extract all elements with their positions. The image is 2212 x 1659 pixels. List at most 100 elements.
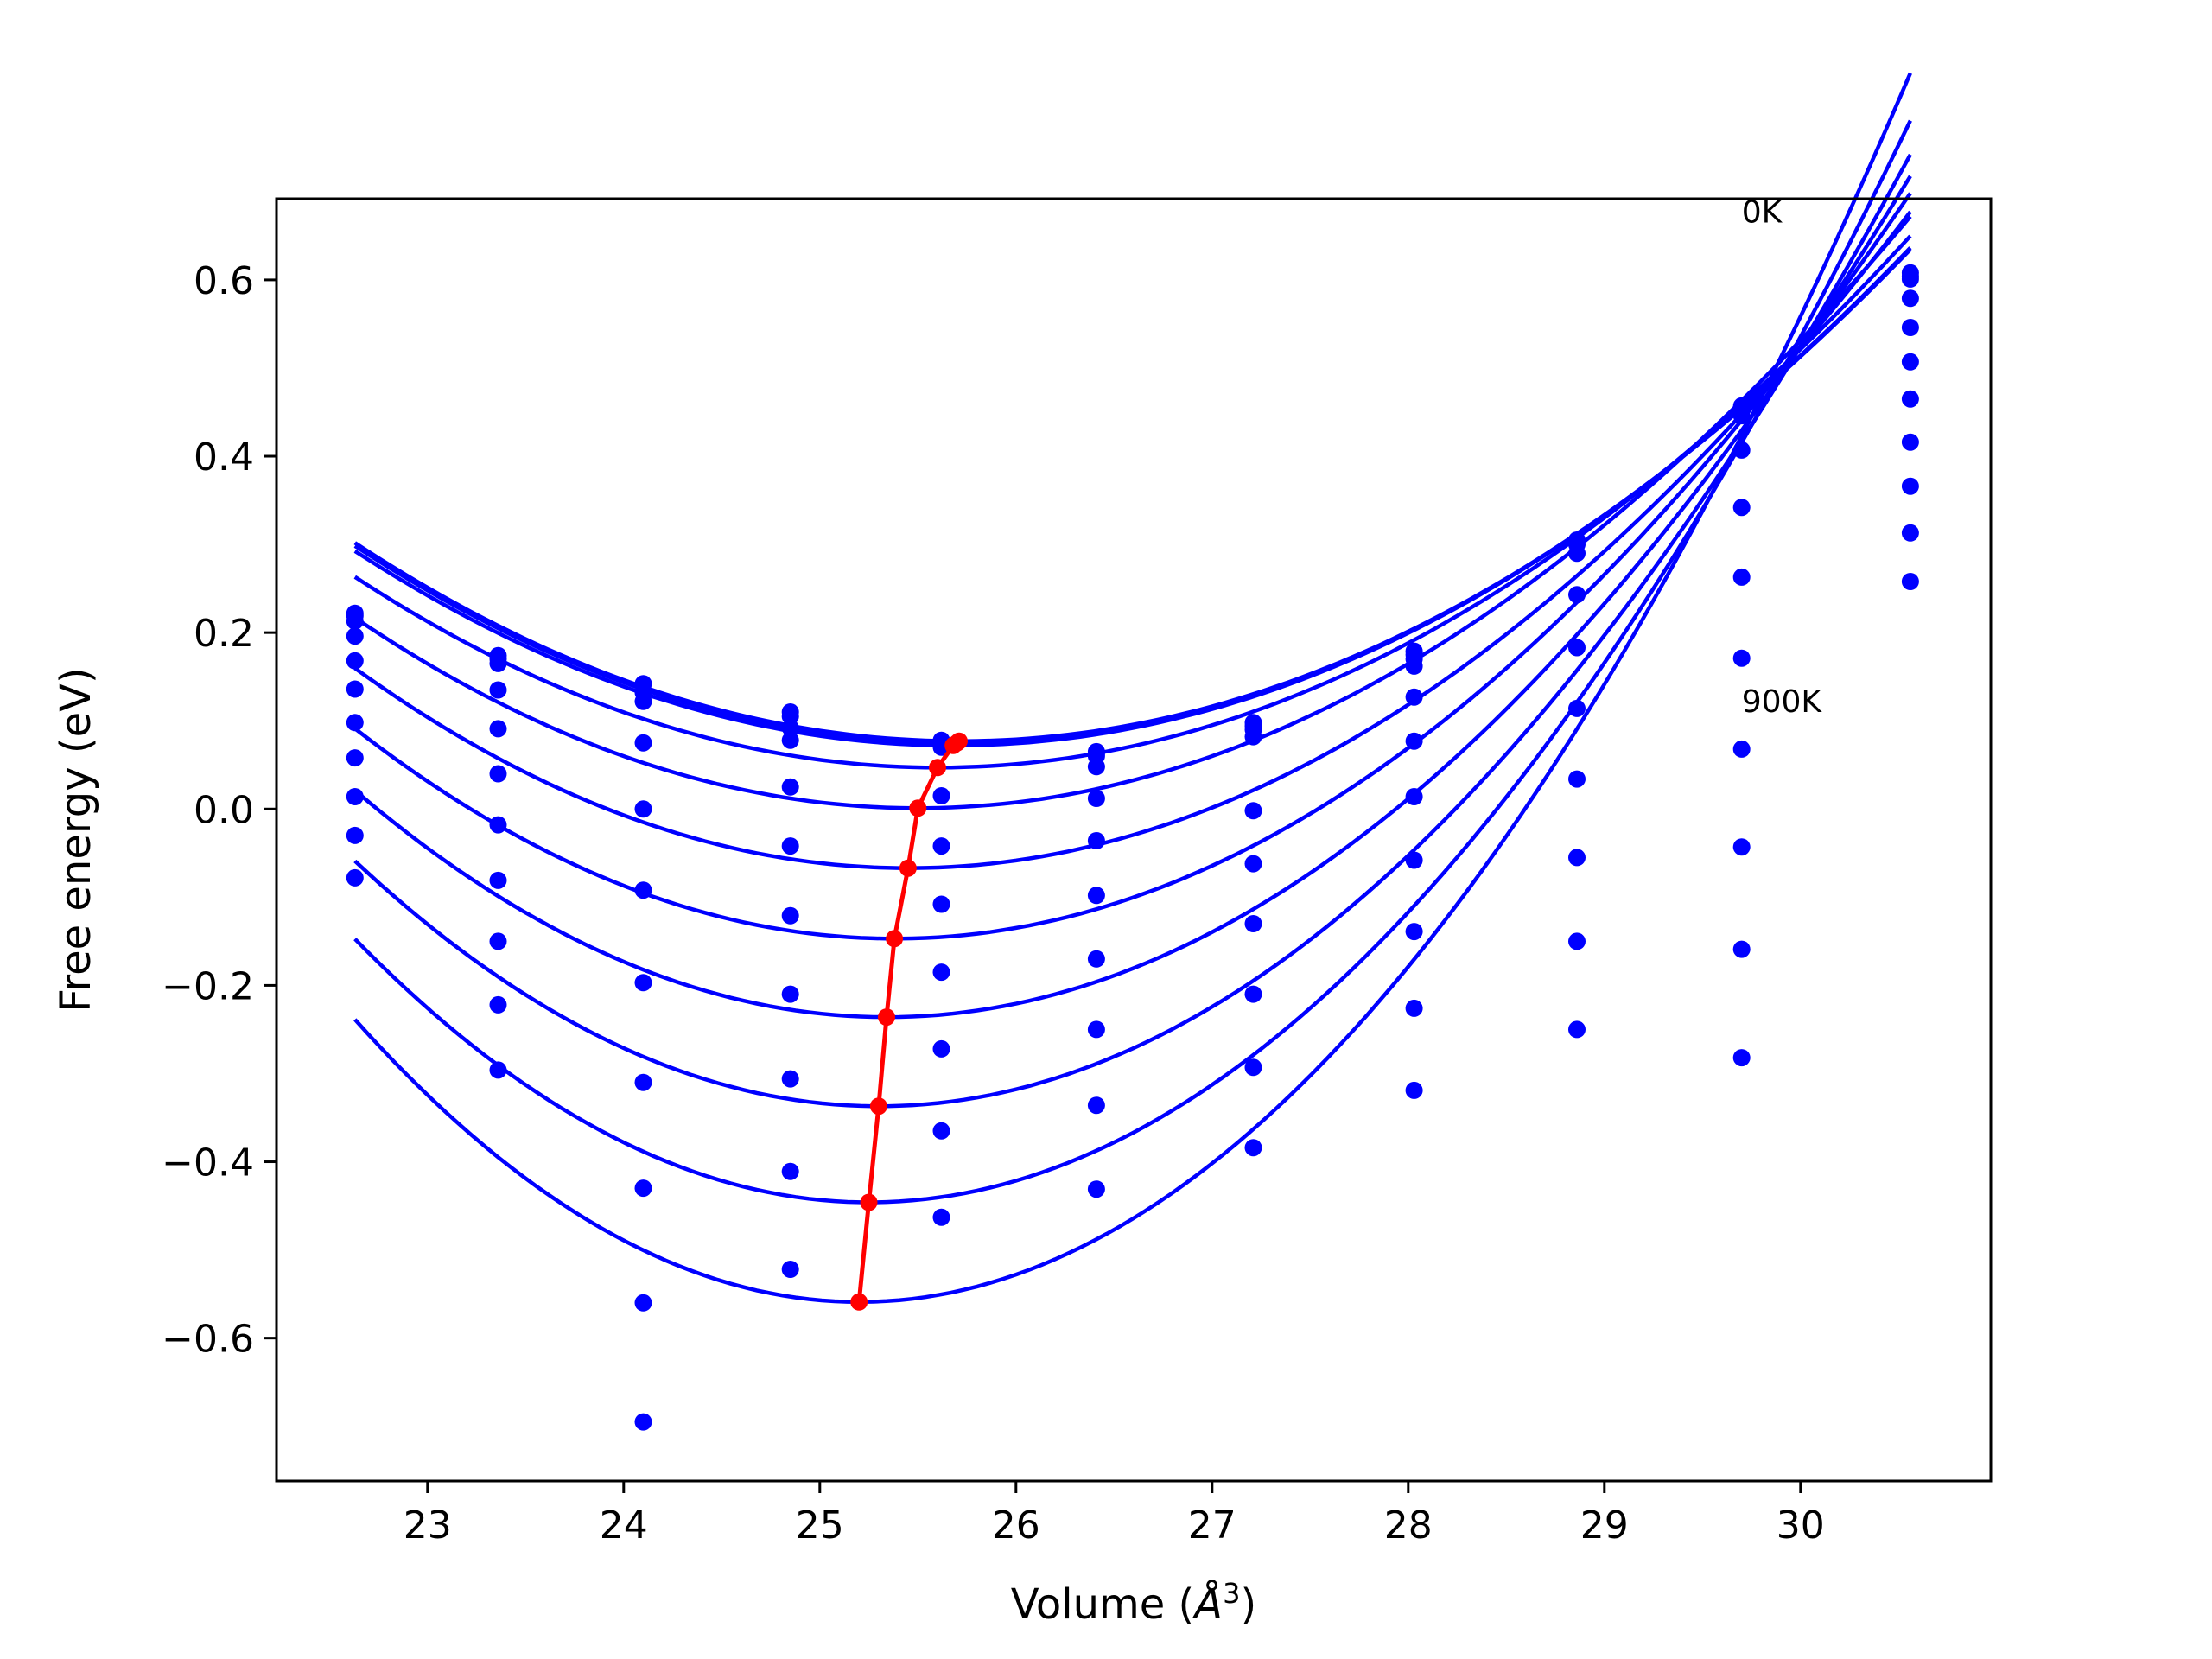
minimum-point (860, 1193, 878, 1211)
data-point (1732, 740, 1751, 758)
data-point (1901, 524, 1919, 542)
y-tick-label: 0.4 (194, 435, 254, 480)
data-point (781, 778, 799, 796)
data-point (1732, 1049, 1751, 1067)
data-point (346, 788, 364, 805)
data-point (1405, 923, 1423, 941)
data-point (1087, 790, 1105, 807)
data-point (346, 868, 364, 887)
fit-curve-9 (353, 119, 1912, 1205)
data-point (1405, 1081, 1423, 1099)
fit-curve-10 (353, 72, 1912, 1305)
data-point (1405, 732, 1423, 750)
data-point (781, 1261, 799, 1278)
data-point (634, 1179, 652, 1198)
data-point (634, 734, 652, 752)
data-point (634, 692, 652, 710)
data-point (489, 932, 507, 950)
data-point (1568, 586, 1586, 604)
data-point (781, 1162, 799, 1180)
fit-curve-8 (353, 153, 1912, 1109)
data-point (1244, 855, 1262, 873)
data-point (1901, 477, 1919, 495)
data-point (1568, 544, 1586, 563)
data-point (1732, 499, 1751, 517)
data-point (1901, 289, 1919, 308)
data-point (1901, 573, 1919, 590)
x-tick-label: 30 (1777, 1503, 1825, 1548)
plot-frame (275, 197, 1993, 1483)
data-point (781, 1070, 799, 1088)
data-point (346, 627, 364, 645)
x-tick-label: 28 (1384, 1503, 1433, 1548)
data-point (1244, 1139, 1262, 1157)
fit-curves (353, 72, 1912, 1305)
x-tick-label: 24 (600, 1503, 648, 1548)
data-point (932, 963, 950, 982)
annotations: 0K 900K (1742, 195, 1823, 720)
data-point (1732, 940, 1751, 958)
y-tick-label: −0.6 (162, 1318, 254, 1362)
data-point (489, 720, 507, 738)
x-tick-label: 27 (1188, 1503, 1236, 1548)
y-tick-label: −0.2 (162, 964, 254, 1008)
minimum-point (909, 799, 927, 817)
data-point (1244, 915, 1262, 932)
data-point (1087, 1020, 1105, 1039)
data-point (634, 1413, 652, 1431)
data-point (489, 1061, 507, 1079)
data-point (1405, 688, 1423, 706)
fit-curve-4 (353, 215, 1912, 810)
y-tick-label: 0.6 (194, 259, 254, 303)
minimum-point (929, 759, 946, 777)
data-point (1087, 758, 1105, 776)
data-point (1244, 1058, 1262, 1077)
data-point (1901, 353, 1919, 371)
data-point (932, 837, 950, 855)
fit-curve-3 (353, 234, 1912, 770)
data-point (1244, 802, 1262, 820)
data-point (1405, 788, 1423, 805)
data-point (489, 995, 507, 1014)
data-point (1732, 568, 1751, 586)
data-point (1901, 319, 1919, 336)
y-tick-label: −0.4 (162, 1141, 254, 1185)
data-point (1901, 390, 1919, 408)
x-tick-label: 26 (992, 1503, 1040, 1548)
data-point (1732, 838, 1751, 856)
curve-annotation: 900K (1742, 684, 1823, 720)
data-point (346, 749, 364, 767)
data-point (634, 800, 652, 818)
y-axis-label: Free energy (eV) (52, 667, 100, 1012)
minimum-point (950, 732, 968, 750)
fit-curve-7 (353, 175, 1912, 1020)
data-point (1087, 1180, 1105, 1198)
data-point (489, 816, 507, 834)
data-point (1087, 1096, 1105, 1115)
data-points (346, 264, 1919, 1431)
y-axis-ticks: −0.6 −0.4 −0.2 0.0 0.2 0.4 0.6 (162, 259, 276, 1362)
data-point (346, 612, 364, 630)
data-point (1732, 407, 1751, 425)
y-tick-label: 0.2 (194, 612, 254, 656)
data-point (1568, 639, 1586, 657)
minimum-point (869, 1097, 887, 1116)
data-point (1568, 770, 1586, 788)
data-point (489, 681, 507, 699)
data-point (1405, 657, 1423, 675)
data-point (932, 895, 950, 913)
data-point (346, 652, 364, 670)
data-point (1568, 849, 1586, 867)
data-point (781, 837, 799, 855)
curve-annotation: 0K (1742, 195, 1783, 231)
data-point (781, 731, 799, 749)
data-point (489, 871, 507, 889)
data-point (1901, 270, 1919, 288)
data-point (1568, 699, 1586, 717)
data-point (932, 1039, 950, 1058)
data-point (634, 1294, 652, 1312)
x-axis-ticks: 23 24 25 26 27 28 29 30 (404, 1481, 1825, 1548)
data-point (346, 680, 364, 698)
fit-curve-6 (353, 192, 1912, 941)
